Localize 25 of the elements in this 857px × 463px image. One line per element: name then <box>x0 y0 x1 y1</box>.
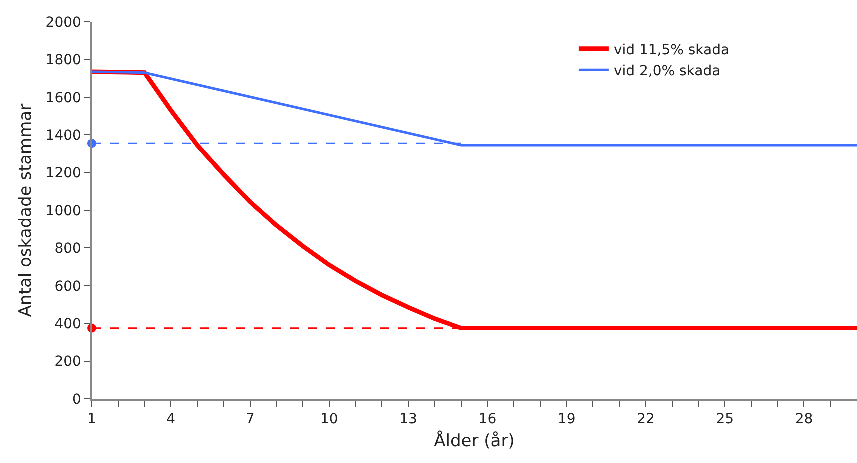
x-tick-label: 4 <box>166 412 176 428</box>
y-tick-label: 1200 <box>46 166 82 182</box>
x-axis-title: Ålder (år) <box>434 430 515 452</box>
y-tick-label: 1600 <box>46 90 82 106</box>
x-tick-label: 1 <box>88 412 96 428</box>
x-tick-label: 28 <box>795 412 814 428</box>
legend-label: vid 2,0% skada <box>614 64 721 80</box>
y-tick-label: 0 <box>72 392 82 408</box>
x-tick-label: 7 <box>246 412 255 428</box>
y-tick-label: 800 <box>54 241 82 258</box>
y-tick-label: 1800 <box>46 52 82 69</box>
y-tick-label: 1400 <box>46 128 82 144</box>
x-tick-label: 16 <box>478 412 497 428</box>
x-tick-label: 19 <box>558 412 576 428</box>
x-tick-label: 13 <box>400 412 418 428</box>
legend-label: vid 11,5% skada <box>614 42 730 58</box>
y-tick-label: 400 <box>54 316 82 332</box>
y-tick-label: 200 <box>54 354 82 370</box>
x-tick-label: 22 <box>637 412 655 428</box>
y-tick-label: 2000 <box>46 14 82 31</box>
y-tick-label: 1000 <box>46 203 82 220</box>
y-axis-title: Antal oskadade stammar <box>16 104 36 318</box>
x-tick-label: 25 <box>716 412 734 428</box>
x-tick-label: 10 <box>320 412 338 428</box>
y-tick-label: 600 <box>54 278 82 295</box>
